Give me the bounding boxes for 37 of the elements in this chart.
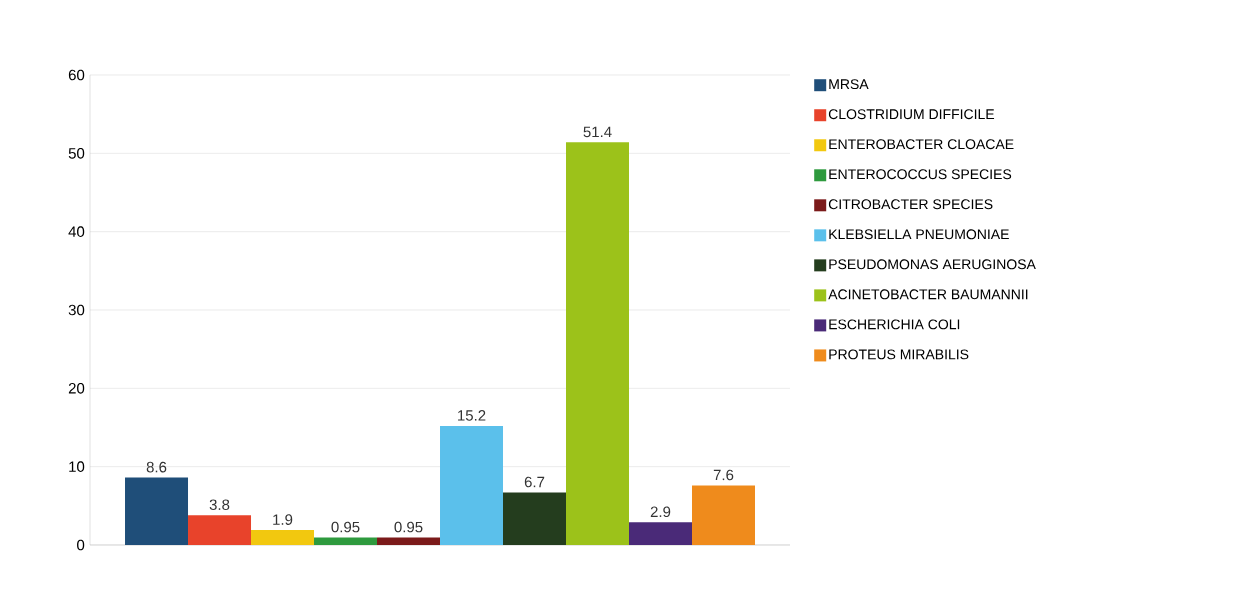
legend-label: PROTEUS MIRABILIS xyxy=(829,349,969,360)
legend-label: ENTEROBACTER CLOACAE xyxy=(829,139,1014,150)
legend-label: CLOSTRIDIUM DIFFICILE xyxy=(828,109,995,120)
y-tick-label: 50 xyxy=(68,148,85,159)
data-label: 15.2 xyxy=(458,410,486,421)
bar xyxy=(314,537,378,545)
bar xyxy=(125,477,189,545)
data-label: 2.9 xyxy=(650,506,671,518)
y-tick-label: 10 xyxy=(69,461,85,472)
data-label: 51.4 xyxy=(583,126,612,138)
legend-label: ESCHERICHIA COLI xyxy=(829,319,960,330)
legend-label: KLEBSIELLA PNEUMONIAE xyxy=(829,229,1009,240)
bar xyxy=(377,537,441,545)
data-label: 8.6 xyxy=(146,461,167,473)
bar xyxy=(440,425,504,545)
y-tick-label: 60 xyxy=(68,69,85,81)
y-tick-label: 0 xyxy=(77,539,85,551)
bar xyxy=(566,142,630,545)
legend-label: MRSA xyxy=(829,79,869,90)
bar xyxy=(503,492,567,545)
bar xyxy=(188,515,252,545)
y-tick-label: 30 xyxy=(68,304,85,316)
y-tick-label: 40 xyxy=(68,226,85,237)
data-label: 1.9 xyxy=(273,514,293,525)
data-label: 7.6 xyxy=(713,469,734,481)
y-tick-label: 20 xyxy=(68,383,85,394)
data-label: 6.7 xyxy=(524,476,545,488)
data-label: 3.8 xyxy=(209,499,230,511)
legend-label: ACINETOBACTER BAUMANNII xyxy=(828,289,1028,300)
data-label: 0.95 xyxy=(331,521,360,533)
legend-label: ENTEROCOCCUS SPECIES xyxy=(829,169,1012,180)
bar xyxy=(692,485,756,545)
bar xyxy=(629,522,693,545)
legend-label: CITROBACTER SPECIES xyxy=(828,199,993,210)
data-label: 0.95 xyxy=(394,521,423,533)
legend-label: PSEUDOMONAS AERUGINOSA xyxy=(829,259,1036,270)
bar xyxy=(251,530,315,545)
